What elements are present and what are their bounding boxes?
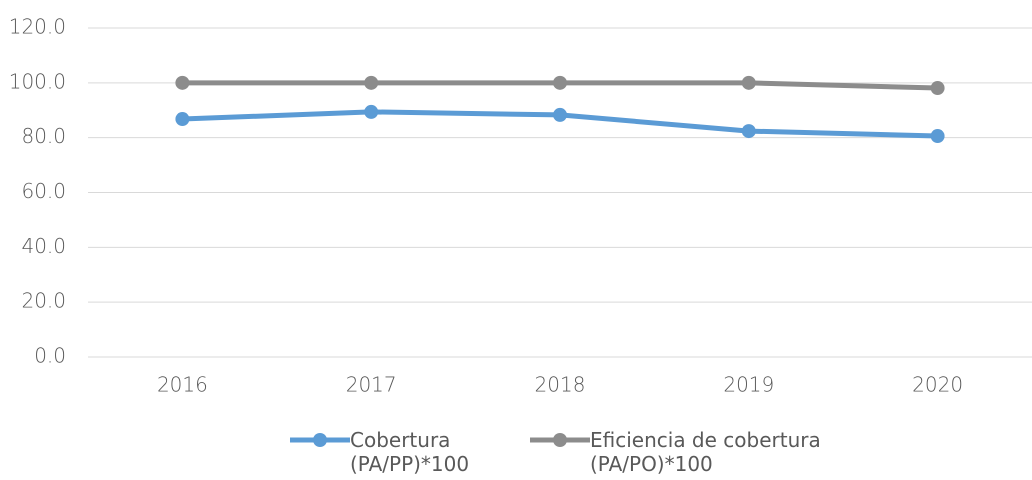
point <box>364 75 379 90</box>
y-tick-label: 40.0 <box>21 234 66 258</box>
legend-swatch <box>290 433 350 447</box>
x-tick-label: 2019 <box>723 373 774 397</box>
x-tick-label: 2017 <box>346 373 397 397</box>
chart: 0.0 20.0 40.0 60.0 80.0 100.0 120.0 2016 2017 201… <box>9 15 1032 397</box>
point <box>175 75 190 90</box>
x-tick-label: 2020 <box>912 373 963 397</box>
y-tick-label: 60.0 <box>21 179 66 203</box>
point <box>175 112 190 127</box>
y-tick-label: 0.0 <box>34 344 66 368</box>
point <box>364 104 379 119</box>
x-tick-label: 2016 <box>157 373 208 397</box>
point <box>930 129 945 144</box>
legend-marker <box>313 433 327 447</box>
point <box>741 75 756 90</box>
point <box>741 124 756 139</box>
legend-swatch <box>530 433 590 447</box>
y-tick-label: 20.0 <box>21 289 66 313</box>
point <box>553 107 567 122</box>
point <box>553 75 567 90</box>
legend-item: Cobertura (PA/PP)*100 <box>290 428 480 476</box>
legend-label: Cobertura (PA/PP)*100 <box>350 428 470 476</box>
x-tick-label: 2018 <box>535 373 586 397</box>
legend-marker <box>553 433 567 447</box>
point <box>930 81 945 96</box>
y-tick-label: 80.0 <box>21 124 66 148</box>
y-tick-label: 120.0 <box>9 15 66 39</box>
y-tick-label: 100.0 <box>9 69 66 93</box>
legend-item: Eficiencia de cobertura (PA/PO)*100 <box>530 428 860 476</box>
legend-label: Eficiencia de cobertura (PA/PO)*100 <box>590 428 821 476</box>
